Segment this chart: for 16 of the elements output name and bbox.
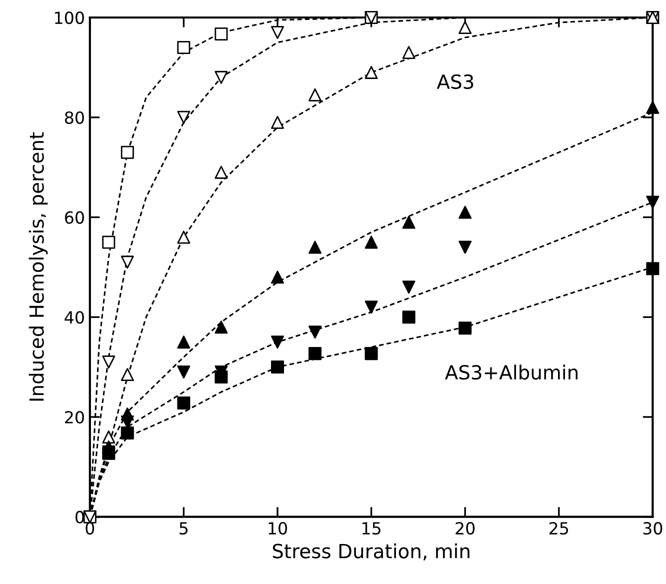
- x-tick-label: 15: [362, 522, 380, 535]
- x-axis-title: Stress Duration, min: [272, 543, 470, 560]
- x-tick-label: 10: [268, 522, 287, 535]
- y-tick-label: 80: [64, 111, 84, 124]
- y-axis-title: Induced Hemolysis, percent: [28, 132, 48, 401]
- y-tick-label: 100: [55, 11, 84, 24]
- y-tick-label: 20: [65, 410, 84, 424]
- y-tick-label: 60: [65, 211, 84, 224]
- x-tick-label: 20: [456, 522, 475, 535]
- x-tick-label: 25: [550, 522, 568, 535]
- x-tick-label: 30: [643, 522, 662, 535]
- annotation: AS3: [436, 74, 474, 90]
- y-tick-label: 40: [64, 311, 84, 324]
- x-tick-label: 5: [180, 522, 188, 535]
- y-tick-label: 0: [76, 510, 84, 524]
- annotation: AS3+Albumin: [444, 364, 578, 380]
